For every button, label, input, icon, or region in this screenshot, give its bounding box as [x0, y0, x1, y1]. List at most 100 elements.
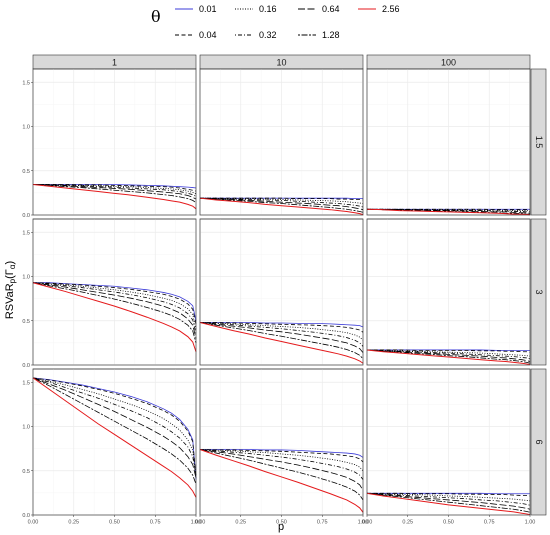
y-tick-label: 1.0 — [22, 125, 30, 131]
series-line-1.28 — [366, 492, 531, 513]
legend-label-0.32: 0.32 — [259, 30, 277, 40]
series-line-1.28 — [199, 449, 364, 501]
panel-6-1: 0.0 0.5 1.0 1.5 0.00 0.25 0.50 0.75 1.00 — [22, 368, 202, 526]
x-tick-label: 0.00 — [195, 520, 206, 526]
y-tick-label: 1.0 — [22, 425, 30, 431]
y-tick-label: 0.0 — [22, 363, 30, 369]
series-line-0.01 — [200, 449, 364, 458]
facet-strip-row-1.5 — [530, 68, 547, 216]
panel-border — [32, 218, 197, 366]
x-tick-label: 0.75 — [150, 520, 161, 526]
series-line-2.56 — [199, 197, 364, 216]
series-line-0.32 — [366, 492, 531, 506]
series-line-2.56 — [199, 322, 364, 364]
series-line-2.56 — [199, 449, 364, 513]
facet-label-row-6: 6 — [534, 439, 544, 444]
series-line-1.28 — [32, 377, 197, 485]
legend-label-2.56: 2.56 — [382, 4, 400, 14]
series-line-0.16 — [32, 282, 197, 330]
series-line-0.64 — [366, 492, 531, 510]
y-axis-title-arg: (Γ — [4, 269, 16, 279]
series-line-0.04 — [32, 282, 197, 325]
series-line-1.28 — [199, 322, 364, 360]
x-tick-label: 0.00 — [362, 520, 373, 526]
x-tick-label: 0.75 — [317, 520, 328, 526]
y-axis-title-arg-sub: α — [8, 264, 17, 269]
y-tick-label: 1.0 — [22, 275, 30, 281]
series-line-1.28 — [366, 349, 531, 364]
series-line-0.01 — [200, 322, 364, 328]
facet-label-col-100: 100 — [441, 58, 456, 68]
series-line-1.28 — [199, 197, 364, 213]
series-line-0.16 — [33, 184, 197, 195]
panel-border — [366, 68, 531, 216]
series-line-2.56 — [366, 349, 531, 366]
series-line-0.32 — [32, 377, 197, 476]
x-tick-label: 1.00 — [358, 520, 369, 526]
series-line-0.64 — [199, 197, 364, 211]
series-line-0.04 — [200, 197, 364, 201]
panel-6-10: 0.00 0.25 0.50 0.75 1.00 — [195, 368, 369, 526]
y-tick-label: 0.5 — [22, 319, 30, 325]
series-line-0.01 — [33, 282, 197, 321]
panel-1.5-100 — [366, 68, 531, 216]
series-line-0.01 — [32, 377, 197, 480]
x-tick-label: 0.50 — [443, 520, 454, 526]
x-tick-label: 0.25 — [235, 520, 246, 526]
x-tick-label: 0.50 — [109, 520, 120, 526]
series-line-0.16 — [200, 197, 364, 204]
series-line-0.32 — [367, 208, 530, 213]
y-tick-label: 1.5 — [22, 230, 30, 236]
series-line-0.32 — [32, 184, 197, 197]
panel-3-10 — [199, 218, 364, 366]
series-line-0.16 — [366, 349, 531, 357]
y-tick-label: 0.5 — [22, 469, 30, 475]
panel-1.5-1: 0.0 0.5 1.0 1.5 — [22, 68, 197, 219]
series-line-0.04 — [33, 184, 197, 192]
series-line-0.04 — [367, 349, 531, 353]
series-line-2.56 — [32, 183, 197, 210]
facet-strip-row-6 — [530, 368, 547, 516]
legend-label-0.04: 0.04 — [199, 30, 217, 40]
facet-label-col-10: 10 — [276, 58, 286, 68]
y-axis-title-sub: p — [8, 278, 17, 283]
series-line-0.16 — [199, 322, 364, 341]
facet-label-col-1: 1 — [112, 58, 117, 68]
series-line-0.04 — [367, 492, 531, 497]
series-line-2.56 — [366, 208, 531, 216]
series-line-0.64 — [32, 184, 197, 200]
x-tick-label: 0.25 — [402, 520, 413, 526]
series-line-0.32 — [199, 197, 364, 208]
series-line-0.64 — [199, 322, 364, 353]
x-tick-label: 0.25 — [68, 520, 79, 526]
series-line-0.64 — [199, 449, 364, 491]
series-line-0.64 — [366, 349, 531, 362]
series-line-0.16 — [366, 492, 531, 502]
series-line-0.04 — [199, 449, 364, 463]
series-line-0.04 — [32, 377, 197, 478]
x-tick-label: 1.00 — [525, 520, 536, 526]
panel-border — [366, 218, 531, 366]
facet-label-row-1.5: 1.5 — [534, 136, 544, 149]
series-line-2.56 — [32, 377, 197, 498]
legend-label-0.16: 0.16 — [259, 4, 277, 14]
panel-border — [32, 68, 197, 216]
panel-3-1: 0.0 0.5 1.0 1.5 — [22, 218, 197, 369]
series-line-0.64 — [32, 282, 197, 339]
series-line-2.56 — [366, 492, 531, 516]
panel-3-100 — [366, 218, 531, 366]
series-line-0.16 — [199, 449, 364, 472]
legend-label-0.64: 0.64 — [322, 4, 340, 14]
facet-label-row-3: 3 — [534, 289, 544, 294]
y-tick-label: 1.5 — [22, 380, 30, 386]
facet-grid: 1 10 1001.5360.00.51.01.50.00.51.01.50.00.… — [22, 54, 547, 526]
legend: θ 0.01 0.04 0.16 0.32 0.64 1.28 2.56 — [151, 4, 400, 40]
series-line-0.64 — [32, 377, 197, 478]
x-tick-label: 1.00 — [191, 520, 202, 526]
panel-6-100: 0.00 0.25 0.50 0.75 1.00 — [362, 368, 536, 526]
legend-title: θ — [151, 7, 161, 26]
series-line-0.64 — [366, 208, 531, 214]
series-line-0.16 — [32, 377, 197, 476]
y-tick-label: 0.0 — [22, 213, 30, 219]
